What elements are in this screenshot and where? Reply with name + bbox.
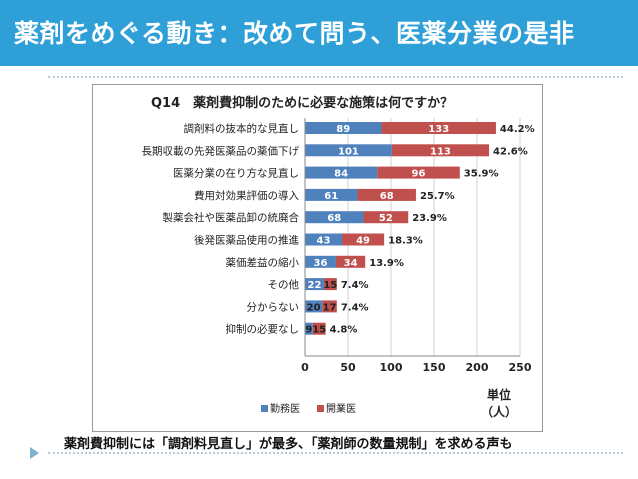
bar-chart: Q14 薬剤費抑制のために必要な施策は何ですか？ 調剤料の抜本的な見直し 89 13…	[142, 95, 535, 419]
unit-value: （人）	[481, 404, 517, 419]
bar-s2-0	[381, 122, 496, 134]
legend-label-series-2: 開業医	[326, 402, 356, 415]
unit-label: 単位	[487, 387, 511, 402]
percent-label-4: 23.9%	[412, 213, 447, 224]
category-label-5: 後発医薬品使用の推進	[194, 234, 299, 247]
data-label-s2-1: 113	[430, 146, 451, 157]
data-label-s2-9: 15	[312, 325, 326, 336]
x-tick-label-5: 250	[509, 361, 532, 374]
data-label-s2-5: 49	[356, 236, 370, 247]
data-label-s2-4: 52	[379, 213, 393, 224]
bar-s1-3	[305, 188, 358, 201]
bar-s1-7	[305, 278, 324, 291]
title-bar: 薬剤をめぐる動き：改めて問う、医薬分業の是非	[0, 0, 638, 66]
slide-caption: 薬剤費抑制には「調剤料見直し」が最多、「薬剤師の数量規制」を求める声も	[64, 437, 513, 452]
x-tick-label-4: 200	[466, 361, 489, 374]
x-tick-label-3: 150	[423, 361, 446, 374]
data-label-s1-4: 68	[327, 213, 341, 224]
data-label-s2-6: 34	[344, 258, 358, 269]
bar-s2-3	[357, 188, 416, 201]
bar-s2-8	[322, 300, 337, 313]
labels: 調剤料の抜本的な見直し 89 133 44.2% 長期収載の先発医薬品の薬価下げ 101 1…	[142, 122, 535, 336]
data-label-s2-3: 68	[380, 191, 394, 202]
percent-label-8: 7.4%	[341, 302, 369, 313]
bar-s2-1	[391, 144, 490, 157]
data-label-s1-6: 36	[314, 258, 328, 269]
category-label-6: 薬価差益の縮小	[226, 256, 300, 269]
x-tick-label-0: 0	[301, 361, 309, 374]
slide-title: 薬剤をめぐる動き：改めて問う、医薬分業の是非	[14, 19, 575, 48]
top-divider	[48, 76, 623, 78]
x-tick-label-2: 100	[380, 361, 403, 374]
bullet-arrow-icon	[30, 447, 39, 459]
x-axis: 0 50 100 150 200 250	[301, 118, 532, 374]
bottom-divider	[48, 452, 623, 454]
data-label-s1-7: 22	[307, 280, 321, 291]
category-label-7: その他	[268, 278, 300, 291]
percent-label-5: 18.3%	[388, 236, 423, 247]
category-label-0: 調剤料の抜本的な見直し	[184, 122, 300, 135]
bar-s2-7	[323, 278, 337, 291]
data-label-s1-9: 9	[305, 325, 312, 336]
data-label-s1-2: 84	[334, 169, 348, 180]
bar-s2-9	[312, 322, 326, 335]
legend-swatch-series-1	[261, 405, 268, 412]
bar-s1-0	[305, 122, 382, 134]
percent-label-0: 44.2%	[500, 124, 535, 135]
percent-label-1: 42.6%	[493, 146, 528, 157]
legend: 勤務医 開業医	[261, 402, 356, 415]
bar-s2-6	[335, 255, 366, 268]
data-label-s1-5: 43	[317, 236, 331, 247]
data-label-s2-7: 15	[323, 280, 337, 291]
category-label-3: 費用対効果評価の導入	[194, 189, 299, 202]
category-label-8: 分からない	[247, 301, 300, 313]
bar-s1-5	[305, 233, 342, 246]
category-label-9: 抑制の必要なし	[226, 323, 300, 336]
bar-s1-9	[305, 322, 313, 335]
chart-frame: Q14 薬剤費抑制のために必要な施策は何ですか？ 調剤料の抜本的な見直し 89 13…	[92, 84, 543, 432]
data-label-s1-3: 61	[324, 191, 338, 202]
chart-title: Q14 薬剤費抑制のために必要な施策は何ですか？	[151, 95, 453, 111]
legend-swatch-series-2	[317, 405, 324, 412]
bar-s1-6	[305, 255, 336, 268]
bar-s1-8	[305, 300, 323, 313]
bars	[305, 122, 496, 335]
percent-label-6: 13.9%	[369, 258, 404, 269]
data-label-s1-8: 20	[307, 302, 321, 313]
data-label-s2-0: 133	[428, 124, 449, 135]
bar-s2-2	[377, 166, 460, 179]
bar-s2-4	[363, 211, 409, 224]
data-label-s2-2: 96	[412, 169, 426, 180]
category-label-4: 製薬会社や医薬品卸の統廃合	[163, 211, 300, 224]
bar-s1-2	[305, 166, 378, 179]
x-tick-label-1: 50	[340, 361, 356, 374]
data-label-s2-8: 17	[323, 302, 337, 313]
bar-s1-4	[305, 211, 364, 224]
percent-label-9: 4.8%	[330, 325, 358, 336]
data-label-s1-0: 89	[336, 124, 350, 135]
legend-label-series-1: 勤務医	[270, 402, 300, 415]
percent-label-2: 35.9%	[464, 169, 499, 180]
category-label-2: 医薬分業の在り方な見直し	[173, 167, 299, 180]
category-label-1: 長期収載の先発医薬品の薬価下げ	[142, 144, 300, 157]
bar-s2-5	[341, 233, 385, 246]
percent-label-7: 7.4%	[341, 280, 369, 291]
data-label-s1-1: 101	[338, 146, 359, 157]
bar-s1-1	[305, 144, 392, 157]
percent-label-3: 25.7%	[420, 191, 455, 202]
